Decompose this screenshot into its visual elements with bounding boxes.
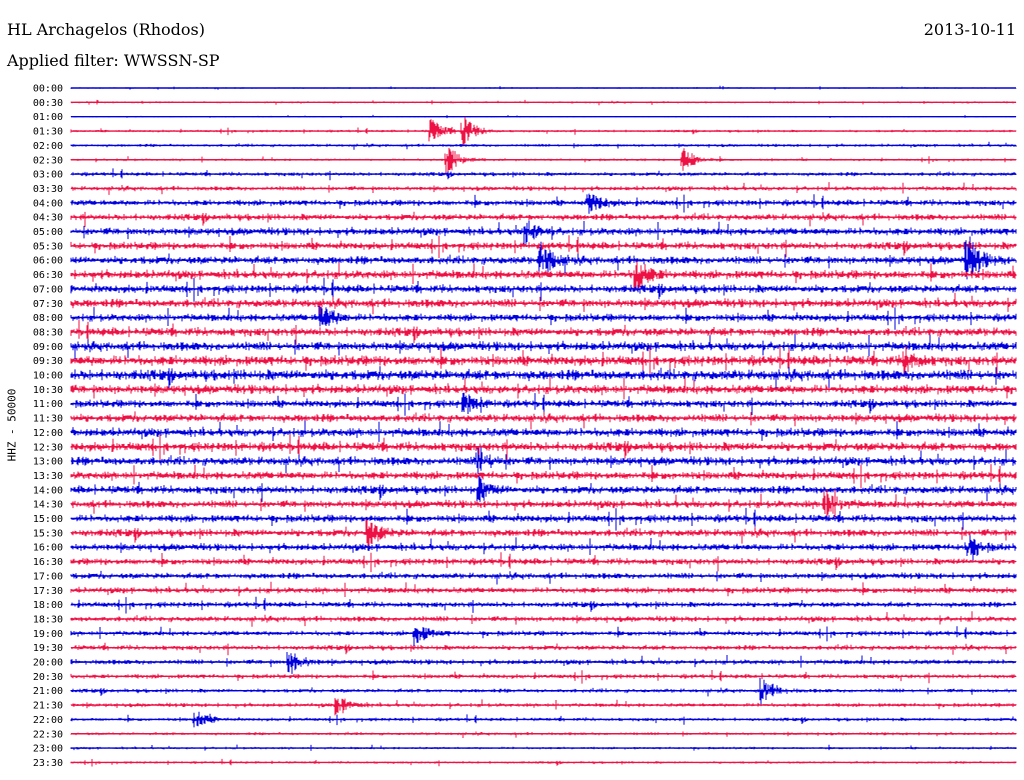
row-time-label: 23:00 [33,744,63,755]
row-time-label: 03:00 [33,170,63,181]
seismic-trace-row [70,147,1017,175]
row-time-label: 17:30 [33,586,63,597]
date-label: 2013-10-11 [923,20,1016,39]
station-title: HL Archagelos (Rhodos) [7,20,205,39]
row-time-label: 18:30 [33,614,63,625]
seismic-trace-row [70,211,1017,227]
row-time-label: 07:30 [33,299,63,310]
row-time-label: 01:30 [33,127,63,138]
seismic-trace-row [70,626,1017,647]
row-time-label: 15:00 [33,514,63,525]
seismic-trace-row [70,570,1017,585]
row-time-label: 17:00 [33,571,63,582]
row-time-label: 00:00 [33,84,63,95]
row-time-label: 20:30 [33,672,63,683]
row-time-label: 11:00 [33,399,63,410]
seismic-trace-row [70,220,1017,246]
seismic-trace-row [70,698,1017,716]
row-time-label: 11:30 [33,414,63,425]
row-time-label: 02:30 [33,155,63,166]
row-time-label: 14:00 [33,485,63,496]
row-time-label: 10:00 [33,371,63,382]
row-time-label: 03:30 [33,184,63,195]
row-time-label: 22:30 [33,729,63,740]
seismic-trace-row [70,731,1017,738]
seismic-trace-row [70,434,1017,462]
row-time-label: 05:00 [33,227,63,238]
seismic-trace-row [70,420,1017,442]
seismic-trace-row [70,642,1017,656]
row-time-label: 21:30 [33,701,63,712]
row-time-label: 12:30 [33,442,63,453]
row-time-label: 19:00 [33,629,63,640]
row-time-label: 06:00 [33,256,63,267]
row-time-label: 06:30 [33,270,63,281]
seismic-trace-row [70,277,1017,302]
row-time-label: 01:00 [33,112,63,123]
seismic-trace-row [70,677,1017,706]
row-time-label: 08:00 [33,313,63,324]
seismic-trace-row [70,507,1017,531]
row-time-label: 02:00 [33,141,63,152]
row-time-label: 09:30 [33,356,63,367]
row-time-label: 20:00 [33,658,63,669]
seismic-trace-row [70,581,1017,597]
row-time-label: 05:30 [33,241,63,252]
row-time-label: 13:30 [33,471,63,482]
row-time-label: 16:00 [33,543,63,554]
row-time-label: 04:00 [33,198,63,209]
row-time-label: 14:30 [33,500,63,511]
row-time-label: 13:00 [33,457,63,468]
row-time-label: 09:00 [33,342,63,353]
row-time-label: 07:00 [33,284,63,295]
seismic-trace-row [70,411,1017,430]
seismic-trace-row [70,535,1017,562]
seismic-trace-row [70,292,1017,316]
seismic-trace-row [70,193,1017,214]
row-time-label: 08:30 [33,327,63,338]
row-time-label: 19:30 [33,643,63,654]
row-time-label: 04:30 [33,213,63,224]
row-time-label: 22:00 [33,715,63,726]
seismic-trace-row [70,652,1017,674]
row-time-label: 15:30 [33,528,63,539]
row-time-label: 23:30 [33,758,63,769]
seismic-trace-row [70,464,1017,489]
row-time-label: 12:00 [33,428,63,439]
row-time-label: 10:30 [33,385,63,396]
row-time-label: 00:30 [33,98,63,109]
row-time-label: 21:00 [33,686,63,697]
seismic-trace-row [70,475,1017,502]
filter-subtitle: Applied filter: WWSSN-SP [7,51,220,70]
row-time-label: 16:30 [33,557,63,568]
row-time-label: 18:00 [33,600,63,611]
